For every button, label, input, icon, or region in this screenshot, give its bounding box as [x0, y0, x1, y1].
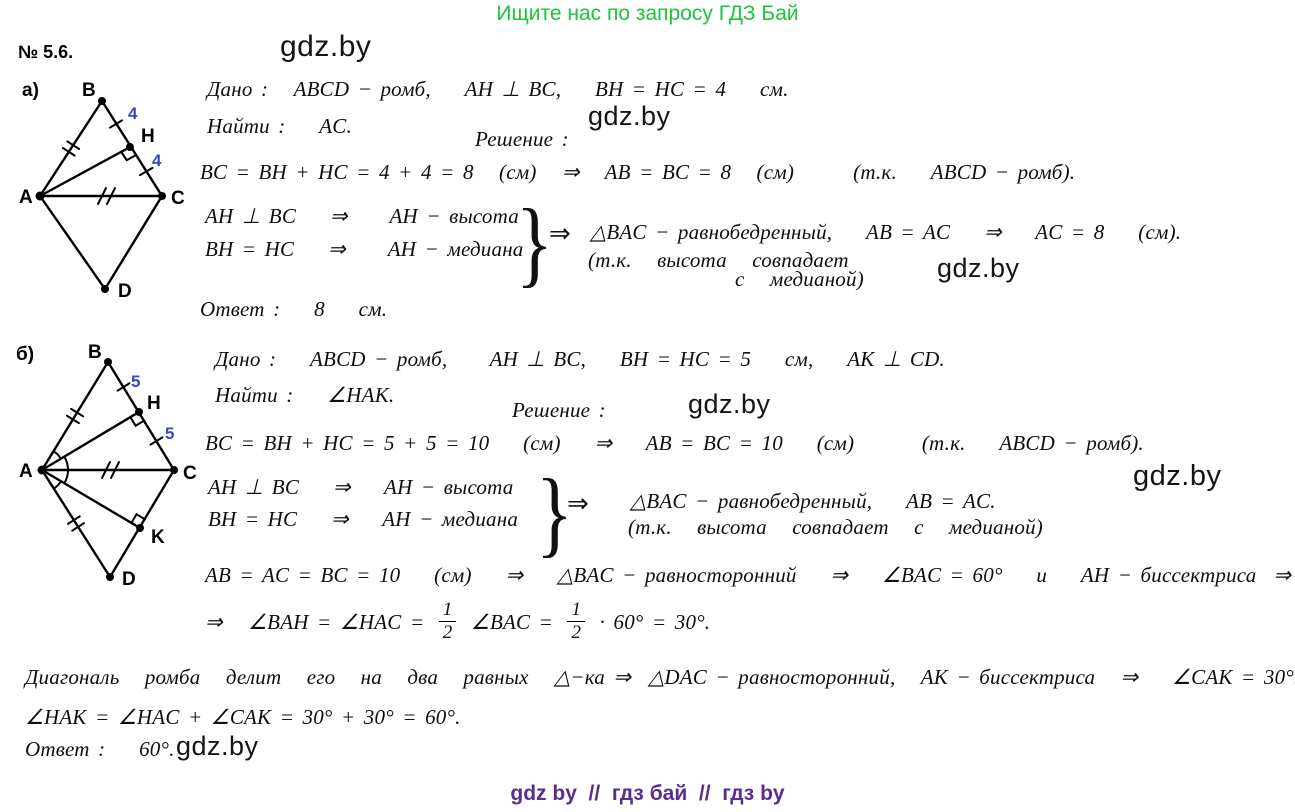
- angle-sum-line: ∠HAK = ∠HAC + ∠CAK = 30° + 30° = 60°.: [25, 705, 461, 729]
- solution-line-b2: AB = AC = BC = 10 (см) ⇒ △BAC − равносто…: [205, 563, 1292, 587]
- double-tick-ac: [97, 187, 116, 205]
- brace-result-b: △BAC − равнобедренный, AB = AC.: [630, 489, 996, 513]
- brace-row-height-a: AH ⊥ BC ⇒ AH − высота: [205, 204, 519, 228]
- answer-b: Ответ : 60°.: [25, 737, 175, 761]
- one-half-fraction: 1 2: [438, 599, 457, 644]
- gdz-watermark: gdz.by: [176, 731, 259, 761]
- vertex-label-c: C: [183, 463, 197, 484]
- brace-row-median-a: BH = HC ⇒ AH − медиана: [205, 237, 524, 261]
- one-half-fraction: 1 2: [567, 599, 586, 644]
- implies-arrow-a: ⇒: [549, 219, 571, 248]
- vertex-label-a: A: [19, 187, 33, 208]
- brace-row-median-b: BH = HC ⇒ AH − медиана: [208, 507, 519, 531]
- length-label-hc: 4: [152, 151, 162, 170]
- angle-calculation-line: ⇒ ∠BAH = ∠HAC = 1 2 ∠BAC = 1 2 · 60° = 3…: [205, 595, 710, 649]
- frac-line-suffix: · 60° = 30°.: [591, 610, 711, 634]
- answer-a: Ответ : 8 см.: [200, 297, 388, 321]
- curly-brace-b: }: [536, 459, 573, 566]
- vertex-label-d: D: [122, 569, 136, 590]
- vertex-label-b: B: [88, 342, 102, 363]
- given-statement-a: Дано : ABCD − ромб, AH ⊥ BC, BH = HC = 4…: [207, 77, 789, 101]
- length-label-bh: 5: [131, 372, 140, 391]
- right-angle-mark-k: [130, 512, 147, 524]
- point-label-k: K: [151, 527, 165, 548]
- solution-line-a1: BC = BH + HC = 4 + 4 = 8 (см) ⇒ AB = BC …: [200, 160, 1076, 184]
- part-b-label: б): [16, 344, 35, 365]
- double-tick-ac: [101, 461, 120, 479]
- given-statement-b: Дано : ABCD − ромб, AH ⊥ BC, BH = HC = 5…: [215, 347, 945, 371]
- curly-brace-a: }: [516, 189, 553, 296]
- frac-line-middle: ∠BAC =: [462, 610, 562, 634]
- tick-hc: [149, 436, 164, 446]
- tick-bh: [116, 382, 131, 392]
- tick-bh: [109, 119, 123, 129]
- vertex-label-d: D: [118, 281, 132, 302]
- part-a-label: а): [22, 80, 39, 101]
- gdz-watermark: gdz.by: [937, 253, 1020, 283]
- segment-ah: [38, 145, 132, 198]
- find-statement-a: Найти : AC.: [207, 114, 352, 138]
- gdz-watermark: gdz.by: [688, 389, 771, 419]
- brace-result-a: △BAC − равнобедренный, AB = AC ⇒ AC = 8 …: [590, 220, 1182, 244]
- gdz-watermark: gdz.by: [280, 30, 372, 63]
- figure-a-rhombus-diagram: B H A C D 4 4: [19, 80, 185, 302]
- problem-number: № 5.6.: [18, 42, 74, 62]
- length-label-bh: 4: [128, 104, 138, 123]
- point-label-h: H: [147, 393, 161, 414]
- find-statement-b: Найти : ∠HAK.: [215, 383, 395, 407]
- segment-ak: [40, 468, 142, 530]
- gdz-watermark: gdz.by: [1133, 460, 1222, 492]
- angle-arcs-at-a: [52, 450, 70, 490]
- length-label-hc: 5: [165, 424, 174, 443]
- double-tick-ab: [61, 140, 81, 157]
- brace-note-a-line1: (т.к. высота совпадает: [588, 248, 849, 272]
- diagonal-property-line: Диагональ ромба делит его на два равных …: [25, 665, 1295, 689]
- double-tick-ab: [65, 407, 85, 425]
- brace-note-a-line2: с медианой): [735, 267, 864, 291]
- brace-row-height-b: AH ⊥ BC ⇒ AH − высота: [208, 475, 514, 499]
- solution-label-b: Решение :: [512, 398, 606, 422]
- figure-b-rhombus-diagram: B H A C K D 5 5: [19, 342, 197, 590]
- point-label-h: H: [141, 126, 155, 147]
- gdz-watermark: gdz.by: [588, 101, 671, 131]
- implies-arrow-b: ⇒: [567, 489, 589, 518]
- solution-line-b1: BC = BH + HC = 5 + 5 = 10 (см) ⇒ AB = BC…: [205, 431, 1144, 455]
- brace-note-b: (т.к. высота совпадает с медианой): [628, 515, 1043, 539]
- vertex-dots: [35, 97, 166, 293]
- right-angle-mark-h: [129, 416, 146, 428]
- tick-hc: [139, 166, 154, 177]
- vertex-dots: [37, 358, 178, 581]
- promo-banner: Ищите нас по запросу ГДЗ Бай: [496, 2, 799, 25]
- right-angle-mark-h: [120, 150, 137, 162]
- solution-label-a: Решение :: [475, 127, 569, 151]
- vertex-label-c: C: [171, 188, 185, 209]
- segment-ah: [40, 410, 141, 472]
- double-tick-ad: [67, 515, 85, 532]
- footer-search-terms: gdz by // гдз бай // гдз by: [510, 782, 785, 805]
- vertex-label-a: A: [19, 461, 33, 482]
- vertex-label-b: B: [82, 80, 96, 101]
- frac-line-prefix: ⇒ ∠BAH = ∠HAC =: [205, 610, 433, 634]
